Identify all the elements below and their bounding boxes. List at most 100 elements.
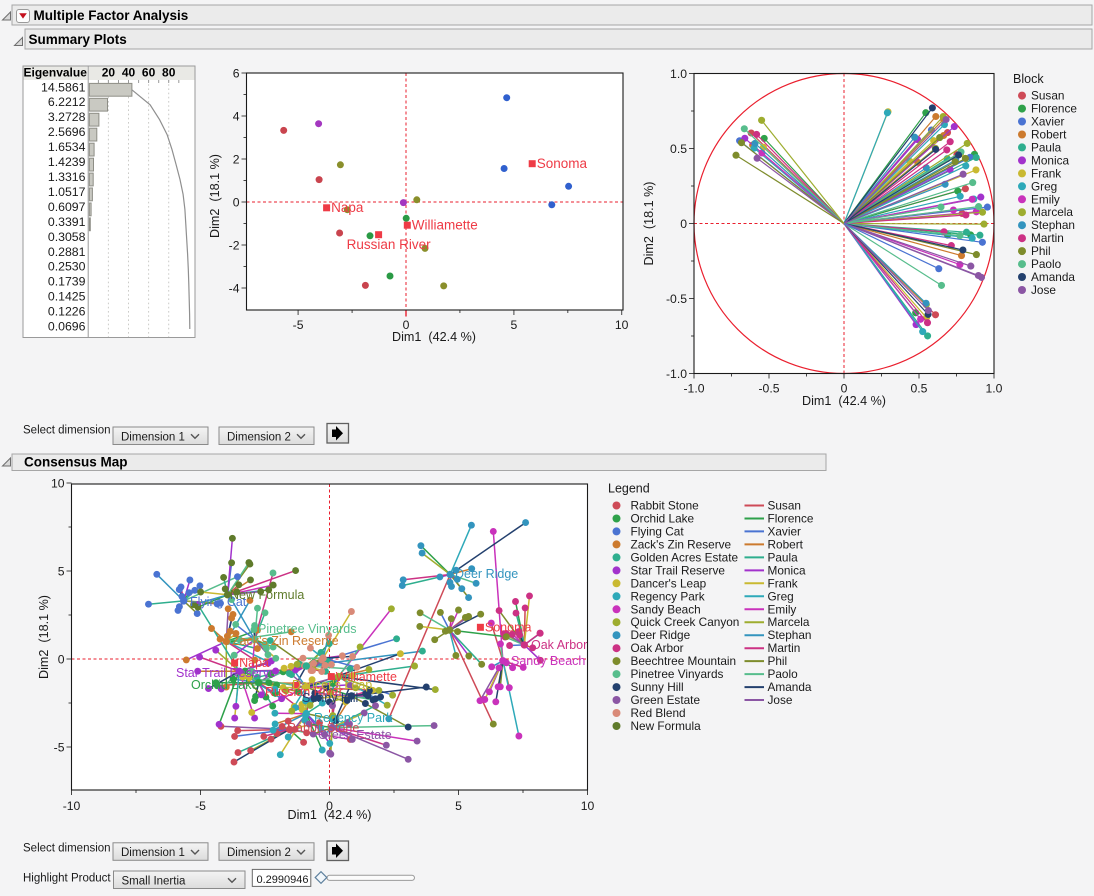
svg-text:Russian River: Russian River xyxy=(265,685,343,699)
svg-text:0.2881: 0.2881 xyxy=(48,245,86,259)
svg-text:Russian River: Russian River xyxy=(347,237,432,252)
svg-text:Rabbit Stone: Rabbit Stone xyxy=(631,499,700,513)
svg-text:Oak Arbor: Oak Arbor xyxy=(631,641,684,655)
svg-text:Green Estate: Green Estate xyxy=(631,693,701,707)
svg-text:Golden Acres Estate: Golden Acres Estate xyxy=(631,550,739,564)
svg-text:Emily: Emily xyxy=(768,602,797,616)
svg-text:Martin: Martin xyxy=(768,641,801,655)
svg-text:Dim2 (18.1 %): Dim2 (18.1 %) xyxy=(208,154,222,238)
svg-text:1.4239: 1.4239 xyxy=(48,155,86,169)
svg-text:Paolo: Paolo xyxy=(1031,257,1062,271)
svg-text:Dancer's Leap: Dancer's Leap xyxy=(292,678,372,692)
svg-text:1.0517: 1.0517 xyxy=(48,185,86,199)
svg-text:Napa: Napa xyxy=(239,656,269,670)
svg-text:Dancer's Leap: Dancer's Leap xyxy=(631,576,707,590)
svg-text:5: 5 xyxy=(58,564,65,578)
svg-text:Sunny Hill: Sunny Hill xyxy=(302,691,358,705)
svg-text:Sonoma: Sonoma xyxy=(537,156,588,171)
svg-text:-2: -2 xyxy=(229,238,240,252)
svg-text:Dimension 1: Dimension 1 xyxy=(121,847,185,859)
svg-text:4: 4 xyxy=(233,109,240,123)
svg-text:0.1425: 0.1425 xyxy=(48,290,86,304)
svg-text:Select dimension: Select dimension xyxy=(23,425,111,437)
svg-text:Marcela: Marcela xyxy=(1031,205,1073,219)
svg-text:Orchid Lake: Orchid Lake xyxy=(631,512,695,526)
svg-text:1.0: 1.0 xyxy=(986,382,1003,396)
svg-text:Quick Creek Canyon: Quick Creek Canyon xyxy=(631,615,740,629)
svg-text:Susan: Susan xyxy=(768,499,801,513)
svg-text:0.3058: 0.3058 xyxy=(48,230,86,244)
svg-text:Greg: Greg xyxy=(768,589,794,603)
svg-text:-4: -4 xyxy=(229,281,240,295)
svg-text:0.0696: 0.0696 xyxy=(48,320,86,334)
svg-text:Sandy Beach: Sandy Beach xyxy=(631,602,701,616)
svg-text:0.2990946: 0.2990946 xyxy=(257,874,309,886)
svg-text:Dim1 (42.4 %): Dim1 (42.4 %) xyxy=(392,330,476,344)
svg-text:0: 0 xyxy=(326,799,333,813)
svg-text:Sandy Beach: Sandy Beach xyxy=(511,654,585,668)
svg-text:Xavier: Xavier xyxy=(1031,115,1065,129)
svg-text:Small Inertia: Small Inertia xyxy=(122,875,187,887)
svg-text:Pinetree Vinyards: Pinetree Vinyards xyxy=(258,622,356,636)
svg-text:Phil: Phil xyxy=(768,654,788,668)
svg-text:10: 10 xyxy=(51,476,65,490)
svg-text:Block: Block xyxy=(1013,72,1044,86)
svg-text:Regency Park: Regency Park xyxy=(631,589,705,603)
svg-text:Zack's Zin Reserve: Zack's Zin Reserve xyxy=(631,537,732,551)
svg-text:6.2212: 6.2212 xyxy=(48,95,86,109)
svg-text:Jose: Jose xyxy=(1031,283,1056,297)
svg-text:2.5696: 2.5696 xyxy=(48,125,86,139)
svg-text:Stephan: Stephan xyxy=(1031,218,1075,232)
svg-text:40: 40 xyxy=(122,66,136,80)
svg-text:Napa: Napa xyxy=(331,200,364,215)
svg-text:Deer Ridge: Deer Ridge xyxy=(455,567,518,581)
svg-text:Green Estate: Green Estate xyxy=(318,728,392,742)
svg-text:New Formula: New Formula xyxy=(631,719,702,733)
svg-text:0: 0 xyxy=(403,318,410,332)
svg-text:Dimension 2: Dimension 2 xyxy=(227,847,291,859)
svg-text:Amanda: Amanda xyxy=(1031,270,1075,284)
svg-text:Jose: Jose xyxy=(768,693,793,707)
svg-text:6: 6 xyxy=(233,66,240,80)
svg-text:0: 0 xyxy=(233,195,240,209)
svg-text:0: 0 xyxy=(680,217,687,231)
svg-text:Beechtree Mountain: Beechtree Mountain xyxy=(631,654,737,668)
svg-text:Flying Cat: Flying Cat xyxy=(631,524,685,538)
svg-text:Pinetree Vinyards: Pinetree Vinyards xyxy=(631,667,724,681)
svg-text:Emily: Emily xyxy=(1031,192,1060,206)
svg-text:Frank: Frank xyxy=(1031,166,1061,180)
svg-text:Flying Cat: Flying Cat xyxy=(190,595,247,609)
svg-text:Florence: Florence xyxy=(768,512,814,526)
svg-text:14.5861: 14.5861 xyxy=(41,80,86,94)
svg-text:2: 2 xyxy=(233,152,240,166)
svg-text:1.0: 1.0 xyxy=(670,67,687,81)
svg-text:Dim1 (42.4 %): Dim1 (42.4 %) xyxy=(288,808,372,822)
svg-text:New Formula: New Formula xyxy=(230,588,304,602)
svg-text:Florence: Florence xyxy=(1031,102,1077,116)
svg-text:Sunny Hill: Sunny Hill xyxy=(631,680,684,694)
svg-text:0.3391: 0.3391 xyxy=(48,215,86,229)
svg-text:0.1739: 0.1739 xyxy=(48,275,86,289)
svg-text:0.2530: 0.2530 xyxy=(48,260,86,274)
svg-text:3.2728: 3.2728 xyxy=(48,110,86,124)
svg-text:-0.5: -0.5 xyxy=(666,292,687,306)
svg-text:Greg: Greg xyxy=(1031,179,1057,193)
svg-text:Dimension 2: Dimension 2 xyxy=(227,431,291,443)
svg-text:-0.5: -0.5 xyxy=(758,382,779,396)
svg-text:-1.0: -1.0 xyxy=(683,382,704,396)
svg-text:0.5: 0.5 xyxy=(670,142,687,156)
svg-text:80: 80 xyxy=(162,66,176,80)
svg-text:Dimension 1: Dimension 1 xyxy=(121,431,185,443)
svg-text:20: 20 xyxy=(102,66,116,80)
svg-text:Monica: Monica xyxy=(768,563,806,577)
svg-text:Paula: Paula xyxy=(768,550,799,564)
svg-text:1.6534: 1.6534 xyxy=(48,140,86,154)
svg-text:Legend: Legend xyxy=(608,482,650,496)
svg-text:-5: -5 xyxy=(54,740,65,754)
svg-text:Paula: Paula xyxy=(1031,140,1062,154)
svg-text:Orchid Lake: Orchid Lake xyxy=(191,678,258,692)
svg-text:Monica: Monica xyxy=(1031,153,1069,167)
svg-text:Amanda: Amanda xyxy=(768,680,812,694)
svg-text:Consensus Map: Consensus Map xyxy=(24,455,128,470)
svg-text:5: 5 xyxy=(455,799,462,813)
